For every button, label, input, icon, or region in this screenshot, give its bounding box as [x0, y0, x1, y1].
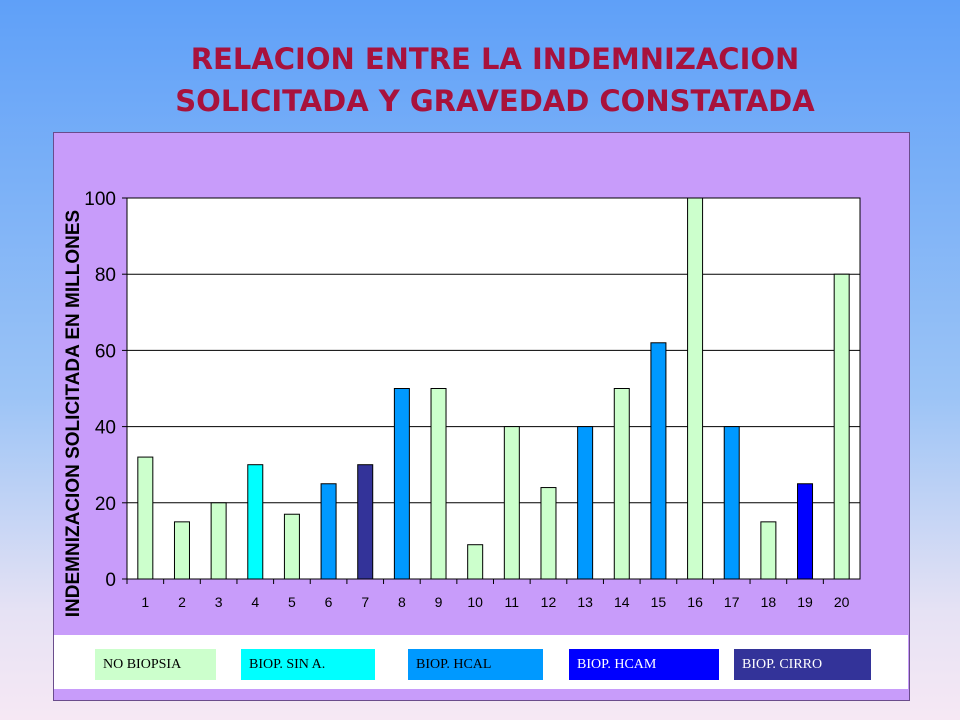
plot-area [126, 197, 861, 580]
bar-5 [283, 513, 300, 580]
y-tick-label: 60 [95, 341, 116, 362]
title-line-2: SOLICITADA Y GRAVEDAD CONSTATADA [175, 84, 815, 118]
x-tick-label: 15 [651, 594, 667, 610]
y-axis-label: INDEMNIZACION SOLICITADA EN MILLONES [63, 210, 84, 617]
x-tick-label: 13 [577, 594, 593, 610]
y-tick-label: 100 [84, 189, 116, 210]
bar-15 [650, 342, 667, 580]
legend-item-biop-hcal: BIOP. HCAL [408, 649, 543, 680]
x-tick-label: 7 [361, 594, 369, 610]
x-tick-label: 20 [834, 594, 850, 610]
x-tick-label: 12 [541, 594, 557, 610]
bar-9 [430, 388, 447, 580]
title-line-1: RELACION ENTRE LA INDEMNIZACION [190, 42, 800, 76]
x-tick-label: 6 [325, 594, 333, 610]
x-tick-label: 1 [141, 594, 149, 610]
y-tick-label: 0 [105, 570, 116, 591]
y-tick-label: 20 [95, 494, 116, 515]
x-tick-label: 19 [797, 594, 813, 610]
bar-18 [760, 521, 777, 580]
legend-item-biop-sin-a: BIOP. SIN A. [241, 649, 375, 680]
bar-2 [173, 521, 190, 580]
x-tick-label: 18 [761, 594, 777, 610]
bar-3 [210, 502, 227, 580]
bar-12 [540, 487, 557, 580]
bar-10 [467, 544, 484, 580]
x-tick-label: 5 [288, 594, 296, 610]
x-tick-label: 14 [614, 594, 630, 610]
x-tick-label: 9 [435, 594, 443, 610]
bar-17 [723, 426, 740, 580]
bar-14 [613, 388, 630, 580]
x-tick-label: 4 [251, 594, 259, 610]
bar-4 [247, 464, 264, 580]
x-tick-label: 10 [467, 594, 483, 610]
bar-13 [577, 426, 594, 580]
x-tick-label: 3 [215, 594, 223, 610]
y-tick-label: 80 [95, 265, 116, 286]
bar-7 [357, 464, 374, 580]
bar-20 [833, 273, 850, 580]
bar-16 [687, 197, 704, 580]
bar-6 [320, 483, 337, 580]
legend-item-biop-hcam: BIOP. HCAM [569, 649, 719, 680]
y-tick-label: 40 [95, 418, 116, 439]
x-tick-label: 17 [724, 594, 740, 610]
bar-11 [503, 426, 520, 580]
x-tick-label: 8 [398, 594, 406, 610]
bar-19 [797, 483, 814, 580]
legend-item-biop-cirro: BIOP. CIRRO [734, 649, 871, 680]
x-tick-label: 2 [178, 594, 186, 610]
x-tick-label: 16 [687, 594, 703, 610]
page-title: RELACION ENTRE LA INDEMNIZACION SOLICITA… [0, 38, 960, 122]
bar-8 [393, 388, 410, 580]
legend-item-no-biopsia: NO BIOPSIA [95, 649, 216, 680]
x-tick-label: 11 [505, 594, 520, 610]
bar-1 [137, 456, 154, 580]
